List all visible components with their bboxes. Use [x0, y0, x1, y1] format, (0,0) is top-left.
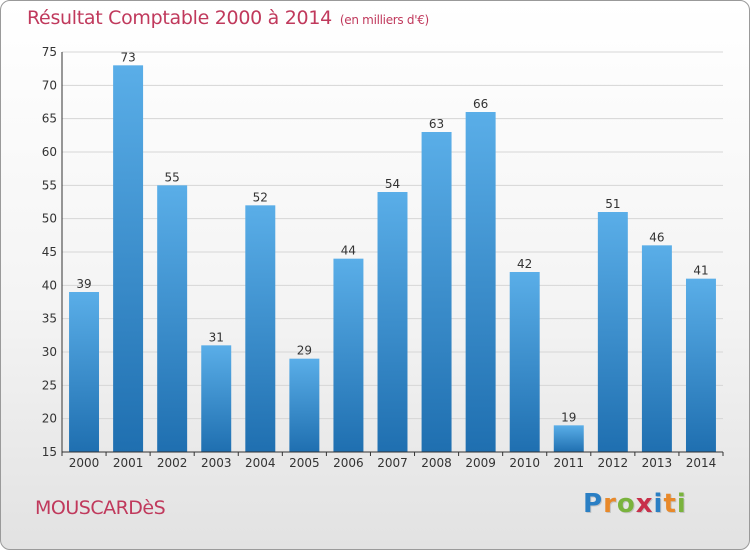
y-tick-label: 40	[42, 278, 57, 292]
bar-value-label: 42	[517, 257, 532, 271]
x-tick-label: 2004	[245, 456, 276, 470]
y-tick-label: 70	[42, 78, 57, 92]
bar-2011	[553, 425, 584, 452]
y-tick-label: 25	[42, 378, 57, 392]
bar-2002	[157, 185, 188, 453]
logo-letter: P	[583, 489, 604, 519]
x-tick-label: 2014	[686, 456, 717, 470]
bar-value-label: 31	[209, 330, 224, 344]
logo-letter: i	[676, 489, 687, 519]
x-tick-label: 2000	[69, 456, 100, 470]
bar-value-label: 46	[649, 230, 664, 244]
chart-title: Résultat Comptable 2000 à 2014 (en millie…	[27, 7, 429, 29]
bar-value-label: 52	[253, 190, 268, 204]
y-tick-label: 50	[42, 212, 57, 226]
axes: 15 20 25 30 35 40 45 50 55 60 65 70 75 2000 2001 2002 20…	[42, 45, 724, 470]
y-tick-label: 20	[42, 412, 57, 426]
bar-2006	[333, 258, 364, 452]
commune-name: MOUSCARDèS	[35, 497, 166, 519]
x-tick-label: 2013	[642, 456, 673, 470]
x-tick-label: 2008	[421, 456, 452, 470]
bar-2005	[289, 358, 320, 452]
bars: 39 73 55 31 52 29 44 54 63 66 42 19 51 46 41	[69, 50, 716, 453]
x-tick-label: 2007	[377, 456, 408, 470]
y-tick-label: 35	[42, 312, 57, 326]
y-tick-label: 45	[42, 245, 57, 259]
bar-2014	[685, 278, 716, 452]
x-tick-label: 2005	[289, 456, 320, 470]
bar-value-label: 55	[165, 170, 180, 184]
bar-value-label: 73	[120, 50, 135, 64]
bar-2001	[113, 65, 144, 452]
y-tick-label: 30	[42, 345, 57, 359]
chart-title-text: Résultat Comptable 2000 à 2014	[27, 7, 332, 29]
logo-letter: o	[616, 489, 636, 519]
x-tick-label: 2012	[598, 456, 629, 470]
x-tick-label: 2001	[113, 456, 144, 470]
bar-value-label: 54	[385, 177, 400, 191]
bar-2000	[69, 292, 100, 452]
bar-value-label: 66	[473, 97, 488, 111]
logo-letter: i	[653, 489, 664, 519]
x-tick-label: 2010	[509, 456, 540, 470]
bar-value-label: 19	[561, 410, 576, 424]
chart-subtitle: (en milliers d'€)	[339, 13, 429, 27]
bar-2003	[201, 345, 232, 452]
logo-letter: r	[603, 489, 617, 519]
bar-2009	[465, 112, 496, 452]
bar-value-label: 39	[76, 277, 91, 291]
bar-value-label: 41	[693, 264, 708, 278]
bar-2013	[641, 245, 672, 452]
bar-value-label: 51	[605, 197, 620, 211]
bar-2004	[245, 205, 276, 452]
logo-letter: t	[663, 489, 677, 519]
proxiti-logo[interactable]: Proxiti	[583, 489, 687, 519]
x-tick-label: 2003	[201, 456, 232, 470]
bar-value-label: 44	[341, 244, 356, 258]
logo-letter: x	[635, 489, 654, 519]
y-tick-label: 55	[42, 178, 57, 192]
y-tick-label: 75	[42, 45, 57, 59]
x-tick-label: 2011	[553, 456, 584, 470]
x-tick-label: 2006	[333, 456, 364, 470]
y-tick-label: 65	[42, 112, 57, 126]
bar-2007	[377, 192, 408, 452]
bar-2010	[509, 272, 540, 452]
x-tick-label: 2009	[465, 456, 496, 470]
y-tick-label: 60	[42, 145, 57, 159]
bar-value-label: 63	[429, 117, 444, 131]
y-tick-label: 15	[42, 445, 57, 459]
x-tick-label: 2002	[157, 456, 188, 470]
bar-2008	[421, 132, 452, 452]
bar-2012	[597, 212, 628, 452]
bar-value-label: 29	[297, 344, 312, 358]
